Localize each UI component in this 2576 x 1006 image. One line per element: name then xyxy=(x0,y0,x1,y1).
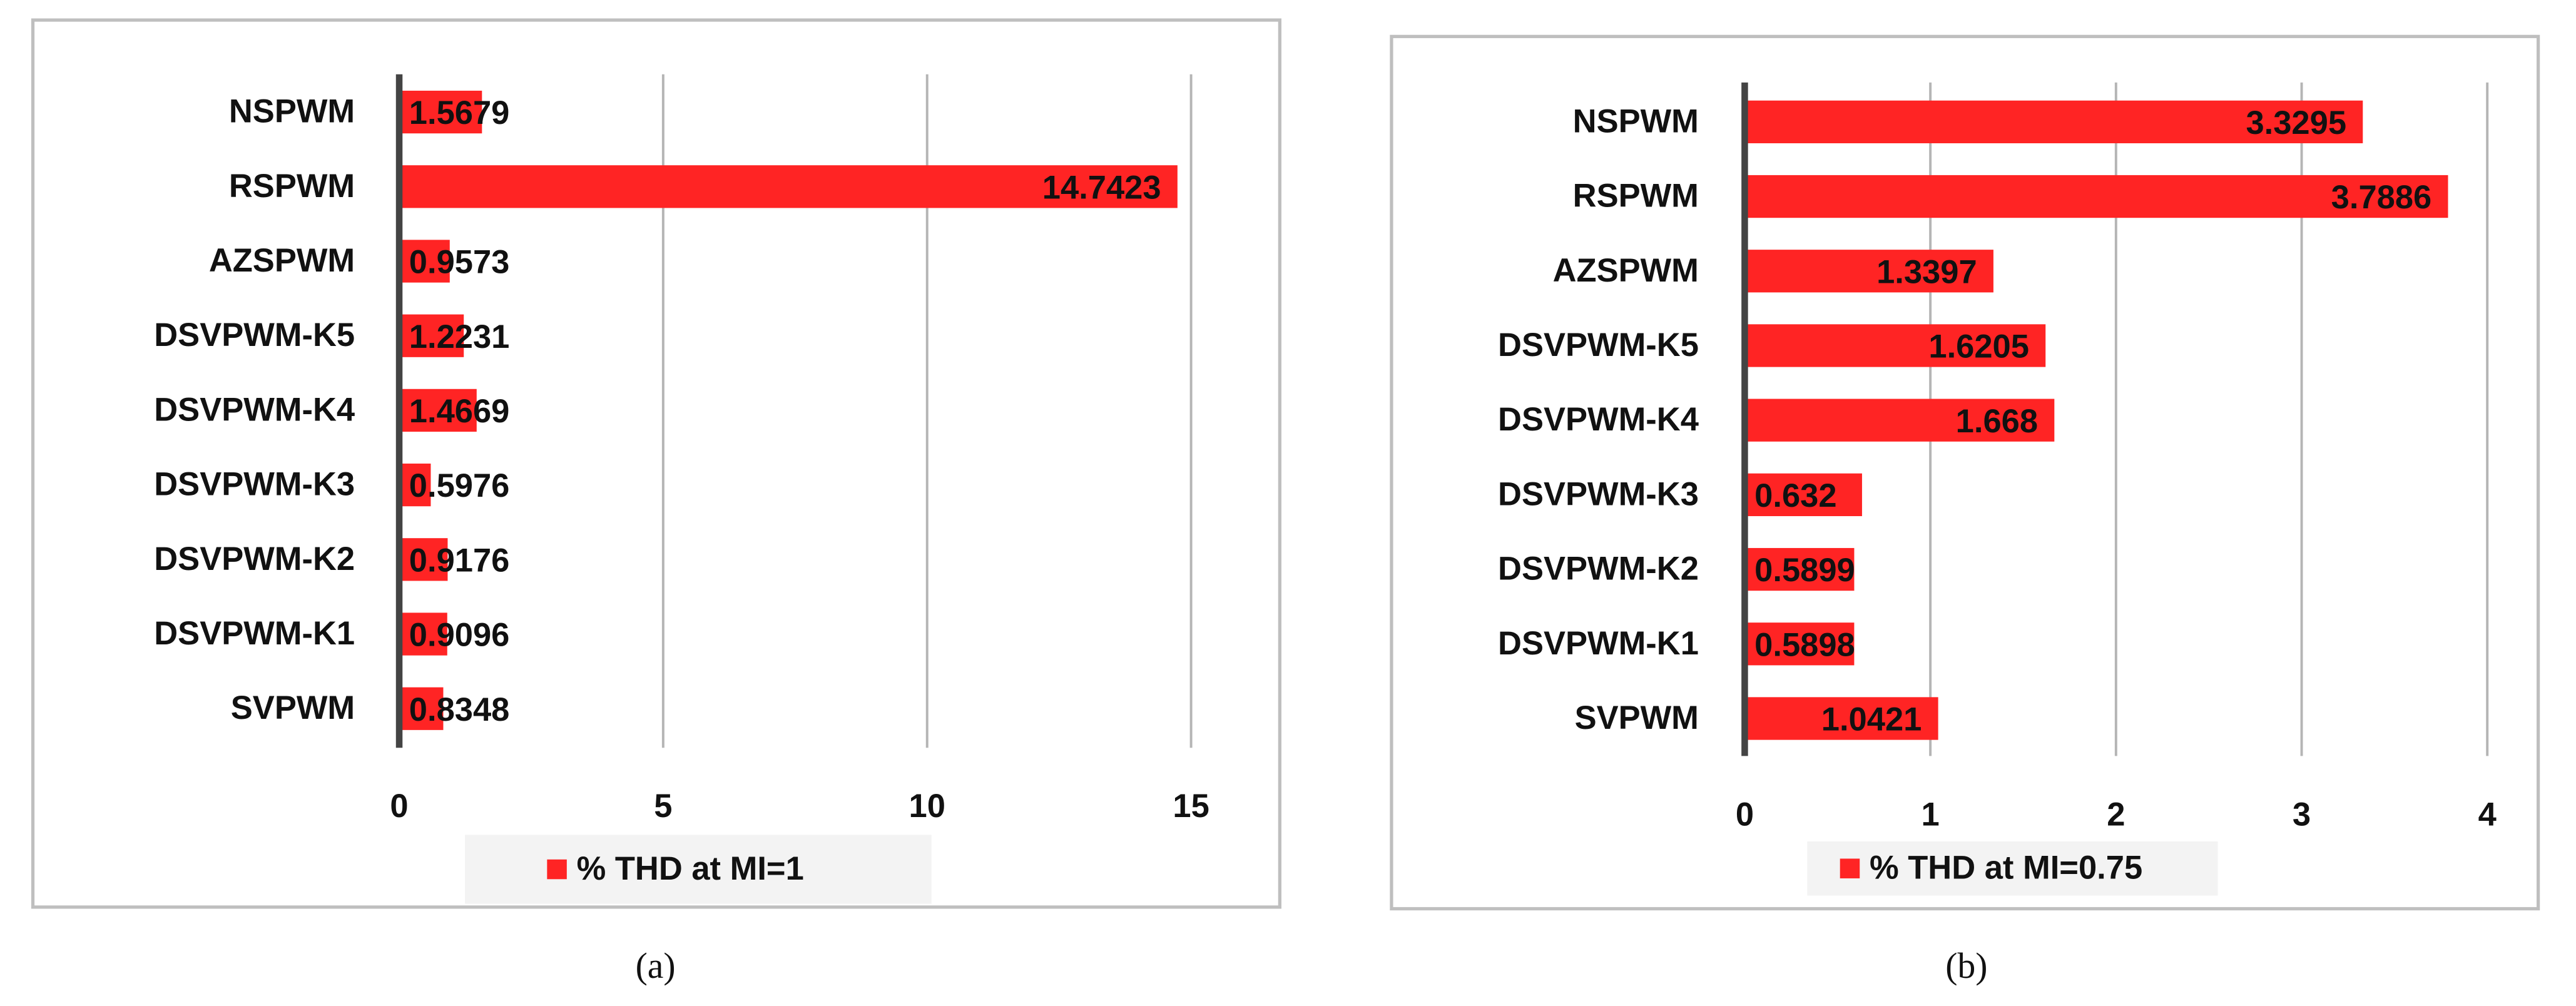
caption: (b) xyxy=(1945,947,1987,986)
x-tick-label: 0 xyxy=(390,788,408,825)
y-tick-label: DSVPWM-K4 xyxy=(154,391,355,428)
y-tick-label: SVPWM xyxy=(231,689,355,726)
bar xyxy=(1744,324,2046,367)
bar xyxy=(399,240,450,283)
data-label: 0.9176 xyxy=(409,542,510,579)
x-tick-label: 4 xyxy=(2478,796,2497,833)
x-tick-label: 0 xyxy=(1736,796,1754,833)
bar xyxy=(1744,175,2448,218)
bar xyxy=(1744,622,1855,666)
x-tick-label: 5 xyxy=(654,788,672,825)
legend-box xyxy=(1807,841,2218,896)
data-label: 3.3295 xyxy=(2246,104,2346,141)
data-label: 0.9573 xyxy=(409,244,510,281)
data-label: 1.3397 xyxy=(1876,253,1977,290)
bar xyxy=(1744,399,2055,442)
bar xyxy=(1744,250,1993,293)
legend-box xyxy=(465,835,932,904)
y-tick-label: DSVPWM-K3 xyxy=(154,466,355,503)
y-tick-label: DSVPWM-K5 xyxy=(154,317,355,353)
y-tick-label: DSVPWM-K5 xyxy=(1498,327,1699,363)
y-tick-label: DSVPWM-K1 xyxy=(154,615,355,652)
y-tick-label: DSVPWM-K3 xyxy=(1498,475,1699,512)
y-tick-label: SVPWM xyxy=(1575,699,1699,736)
data-label: 1.4669 xyxy=(409,393,510,430)
x-tick-label: 2 xyxy=(2107,796,2125,833)
bar xyxy=(399,389,477,432)
legend-label: % THD at MI=1 xyxy=(577,850,804,887)
x-tick-label: 3 xyxy=(2293,796,2311,833)
bar xyxy=(399,687,444,730)
data-label: 1.0421 xyxy=(1821,701,1922,738)
y-tick-label: DSVPWM-K1 xyxy=(1498,625,1699,662)
data-label: 0.5898 xyxy=(1754,626,1855,663)
data-label: 14.7423 xyxy=(1042,169,1161,206)
bar xyxy=(399,165,1178,208)
bar xyxy=(1744,100,2363,143)
chart-frame xyxy=(31,18,1281,909)
data-label: 3.7886 xyxy=(2331,179,2432,216)
y-tick-label: AZSPWM xyxy=(209,242,355,279)
y-tick-label: AZSPWM xyxy=(1553,252,1699,289)
data-label: 1.668 xyxy=(1956,403,2038,440)
caption: (a) xyxy=(636,947,676,986)
chart-frame xyxy=(1390,34,2540,911)
y-tick-label: DSVPWM-K2 xyxy=(154,541,355,577)
bar xyxy=(1744,473,1862,517)
bar xyxy=(399,538,448,581)
y-tick-label: NSPWM xyxy=(229,93,355,130)
legend-swatch xyxy=(547,859,567,880)
x-tick-label: 10 xyxy=(909,788,945,825)
bar xyxy=(399,463,431,507)
bar xyxy=(399,612,447,656)
data-label: 0.632 xyxy=(1754,477,1836,514)
x-tick-label: 15 xyxy=(1173,788,1209,825)
legend-swatch xyxy=(1840,858,1860,878)
bar xyxy=(1744,547,1855,591)
bar xyxy=(1744,697,1938,740)
legend-label: % THD at MI=0.75 xyxy=(1870,850,2142,887)
x-tick-label: 1 xyxy=(1922,796,1940,833)
data-label: 0.8348 xyxy=(409,691,510,728)
data-label: 1.2231 xyxy=(409,318,510,355)
y-tick-label: NSPWM xyxy=(1573,103,1699,140)
data-label: 0.5976 xyxy=(409,467,510,504)
data-label: 0.9096 xyxy=(409,617,510,654)
y-tick-label: RSPWM xyxy=(1573,178,1699,215)
bar xyxy=(399,314,464,357)
data-label: 1.6205 xyxy=(1928,328,2029,365)
data-label: 1.5679 xyxy=(409,94,510,131)
y-tick-label: RSPWM xyxy=(229,168,355,205)
bar xyxy=(399,90,482,134)
data-label: 0.5899 xyxy=(1754,552,1855,589)
y-tick-label: DSVPWM-K2 xyxy=(1498,551,1699,587)
y-tick-label: DSVPWM-K4 xyxy=(1498,401,1699,438)
